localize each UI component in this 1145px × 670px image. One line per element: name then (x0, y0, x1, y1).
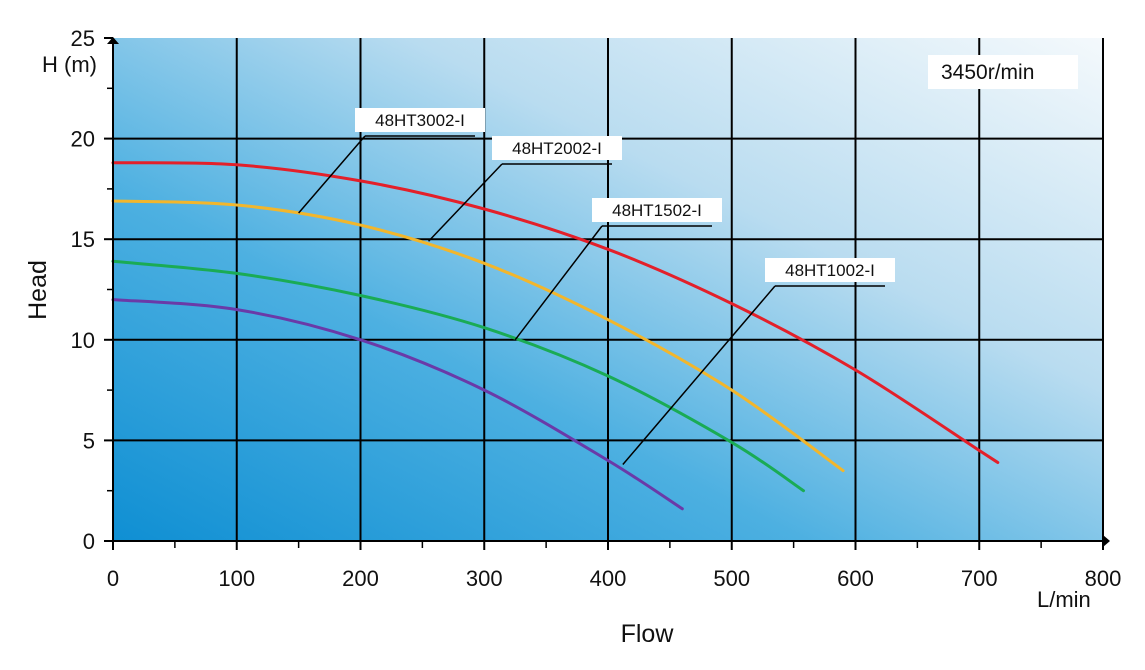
x-tick-label: 800 (1085, 566, 1122, 591)
tick-labels: 0 100 200 300 400 500 600 700 800 0 5 10 15 20 25 (71, 26, 1122, 591)
x-axis-arrow (1103, 535, 1110, 547)
x-tick-label: 0 (107, 566, 119, 591)
series-label-48HT2002-I: 48HT2002-I (512, 139, 602, 158)
series-leader-line (428, 163, 503, 242)
x-tick-label: 300 (466, 566, 503, 591)
y-tick-label: 5 (83, 428, 95, 453)
series-leaders (298, 135, 885, 466)
x-tick-label: 400 (590, 566, 627, 591)
series-label-box (492, 136, 622, 160)
y-tick-label: 25 (71, 26, 95, 51)
series-label-box (355, 108, 485, 132)
y-tick-label: 15 (71, 227, 95, 252)
speed-annotation-box (928, 55, 1078, 89)
series-line-48HT3002-I (111, 161, 1000, 464)
y-axis-arrow (107, 37, 119, 44)
x-tick-label: 500 (713, 566, 750, 591)
series-label-48HT1502-I: 48HT1502-I (612, 201, 702, 220)
y-tick-label: 20 (71, 127, 95, 152)
series-leader-line (514, 225, 603, 341)
y-axis-title: Head (24, 260, 52, 320)
series-lines (111, 161, 1000, 511)
x-tick-label: 600 (837, 566, 874, 591)
series-label-48HT3002-I: 48HT3002-I (375, 111, 465, 130)
x-tick-label: 700 (961, 566, 998, 591)
series-label-48HT1002-I: 48HT1002-I (785, 261, 875, 280)
series-label-box (765, 258, 895, 282)
series-line-48HT2002-I (111, 199, 845, 473)
x-axis-title: Flow (621, 620, 675, 648)
y-tick-label: 0 (83, 529, 95, 554)
x-tick-label: 100 (218, 566, 255, 591)
y-tick-label: 10 (71, 328, 95, 353)
x-unit-label: L/min (1037, 587, 1091, 612)
y-unit-label: H (m) (42, 52, 97, 77)
series-leader-line (622, 285, 776, 466)
series-line-48HT1502-I (111, 259, 805, 493)
speed-annotation: 3450r/min (928, 55, 1078, 89)
series-label-box (592, 198, 722, 222)
speed-annotation-text: 3450r/min (941, 61, 1034, 84)
axes (107, 37, 1110, 547)
series-labels: 48HT3002-I 48HT2002-I 48HT1502-I 48HT1002-I (355, 108, 895, 282)
x-tick-label: 200 (342, 566, 379, 591)
series-line-48HT1002-I (111, 298, 684, 511)
series-leader-line (298, 135, 366, 214)
